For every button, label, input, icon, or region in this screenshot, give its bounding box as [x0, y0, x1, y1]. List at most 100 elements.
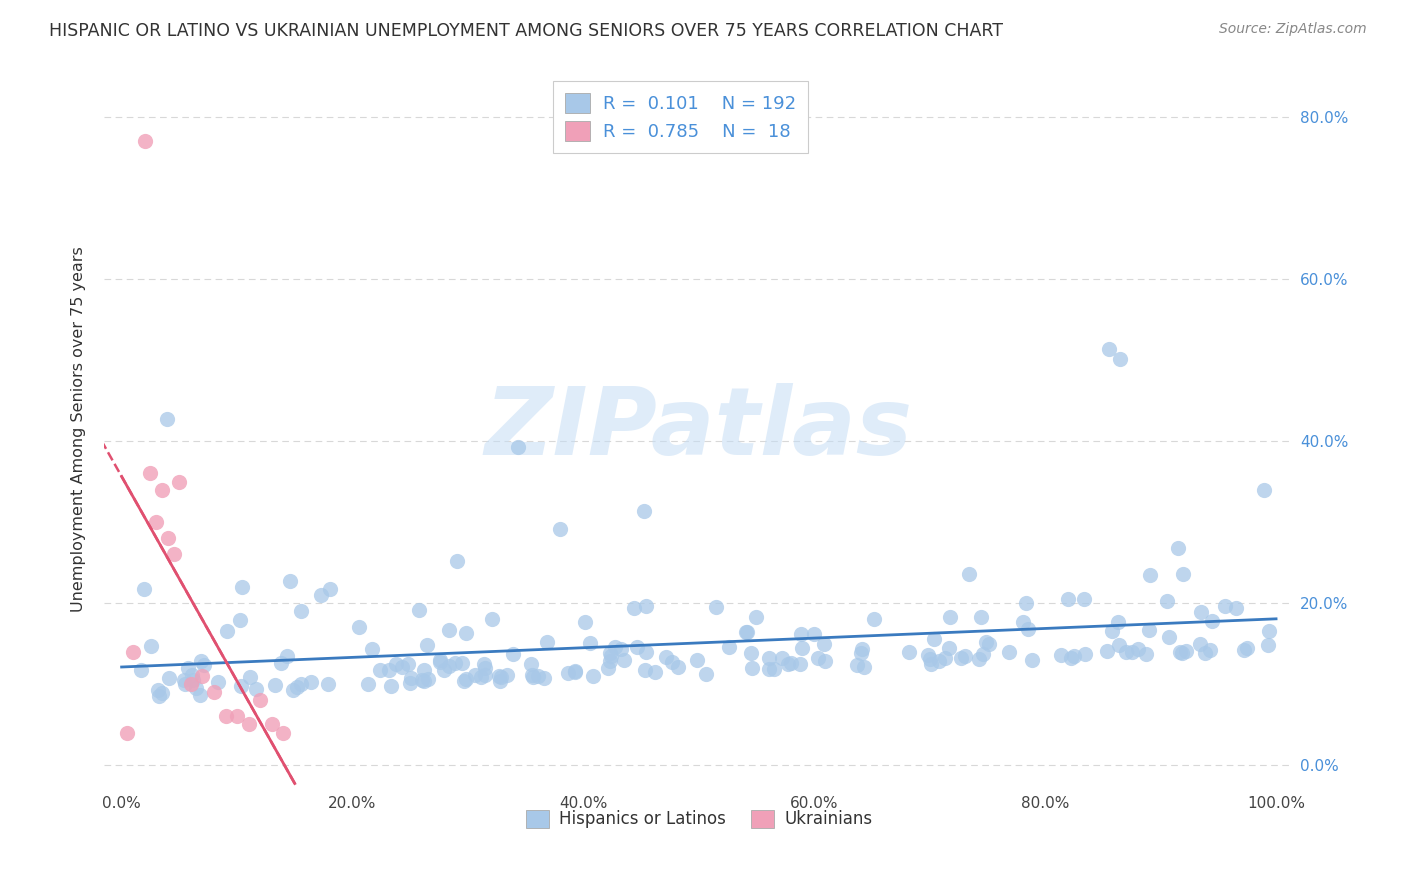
Point	[596, 661, 619, 675]
Point	[169, 475, 191, 489]
Point	[231, 679, 253, 693]
Point	[977, 637, 1000, 651]
Point	[533, 671, 555, 685]
Point	[217, 624, 239, 638]
Point	[1236, 641, 1258, 656]
Point	[454, 672, 477, 686]
Point	[1167, 541, 1189, 556]
Point	[316, 677, 339, 691]
Point	[970, 610, 993, 624]
Point	[1126, 641, 1149, 656]
Point	[852, 660, 875, 674]
Point	[745, 610, 768, 624]
Point	[920, 657, 942, 671]
Point	[271, 725, 294, 739]
Point	[145, 515, 167, 529]
Point	[489, 670, 512, 684]
Point	[934, 651, 956, 665]
Point	[922, 632, 945, 646]
Point	[1253, 483, 1275, 497]
Point	[429, 653, 451, 667]
Point	[239, 670, 262, 684]
Point	[851, 642, 873, 657]
Point	[1257, 639, 1279, 653]
Point	[1156, 594, 1178, 608]
Point	[613, 653, 636, 667]
Point	[704, 599, 727, 614]
Point	[807, 651, 830, 665]
Point	[974, 635, 997, 649]
Point	[188, 688, 211, 702]
Point	[1233, 642, 1256, 657]
Point	[416, 639, 439, 653]
Point	[1011, 615, 1033, 629]
Point	[162, 548, 184, 562]
Point	[1159, 630, 1181, 644]
Point	[117, 725, 139, 739]
Point	[1135, 648, 1157, 662]
Point	[489, 673, 512, 688]
Point	[1191, 605, 1213, 619]
Point	[148, 689, 170, 703]
Legend: Hispanics or Latinos, Ukrainians: Hispanics or Latinos, Ukrainians	[519, 803, 879, 835]
Point	[122, 644, 145, 658]
Point	[156, 412, 179, 426]
Point	[633, 503, 655, 517]
Point	[634, 645, 657, 659]
Point	[579, 636, 602, 650]
Point	[309, 588, 332, 602]
Point	[276, 649, 298, 664]
Point	[180, 677, 202, 691]
Point	[1137, 624, 1160, 638]
Point	[626, 640, 648, 654]
Point	[1168, 645, 1191, 659]
Point	[193, 657, 215, 672]
Point	[1257, 624, 1279, 639]
Point	[1194, 646, 1216, 660]
Point	[437, 624, 460, 638]
Point	[789, 657, 811, 671]
Point	[226, 709, 249, 723]
Point	[450, 657, 472, 671]
Point	[150, 483, 173, 497]
Point	[610, 642, 633, 657]
Point	[285, 680, 308, 694]
Point	[446, 554, 468, 568]
Point	[150, 686, 173, 700]
Point	[603, 640, 626, 655]
Point	[734, 625, 756, 640]
Point	[378, 663, 401, 677]
Point	[146, 682, 169, 697]
Point	[790, 641, 813, 656]
Point	[740, 646, 762, 660]
Point	[141, 639, 163, 653]
Point	[1201, 614, 1223, 628]
Point	[1101, 624, 1123, 638]
Point	[778, 657, 800, 672]
Text: Source: ZipAtlas.com: Source: ZipAtlas.com	[1219, 22, 1367, 37]
Point	[270, 656, 292, 670]
Point	[741, 661, 763, 675]
Point	[470, 670, 492, 684]
Point	[360, 641, 382, 656]
Point	[846, 658, 869, 673]
Point	[281, 683, 304, 698]
Point	[1107, 615, 1129, 629]
Point	[1015, 596, 1038, 610]
Point	[789, 627, 811, 641]
Point	[1060, 651, 1083, 665]
Point	[429, 655, 451, 669]
Point	[290, 604, 312, 618]
Point	[1097, 644, 1119, 658]
Point	[863, 612, 886, 626]
Point	[522, 670, 544, 684]
Point	[950, 650, 973, 665]
Point	[1073, 648, 1095, 662]
Point	[481, 612, 503, 626]
Point	[851, 646, 873, 660]
Point	[1171, 566, 1194, 581]
Point	[623, 601, 645, 615]
Point	[214, 709, 236, 723]
Point	[813, 637, 835, 651]
Point	[1174, 643, 1197, 657]
